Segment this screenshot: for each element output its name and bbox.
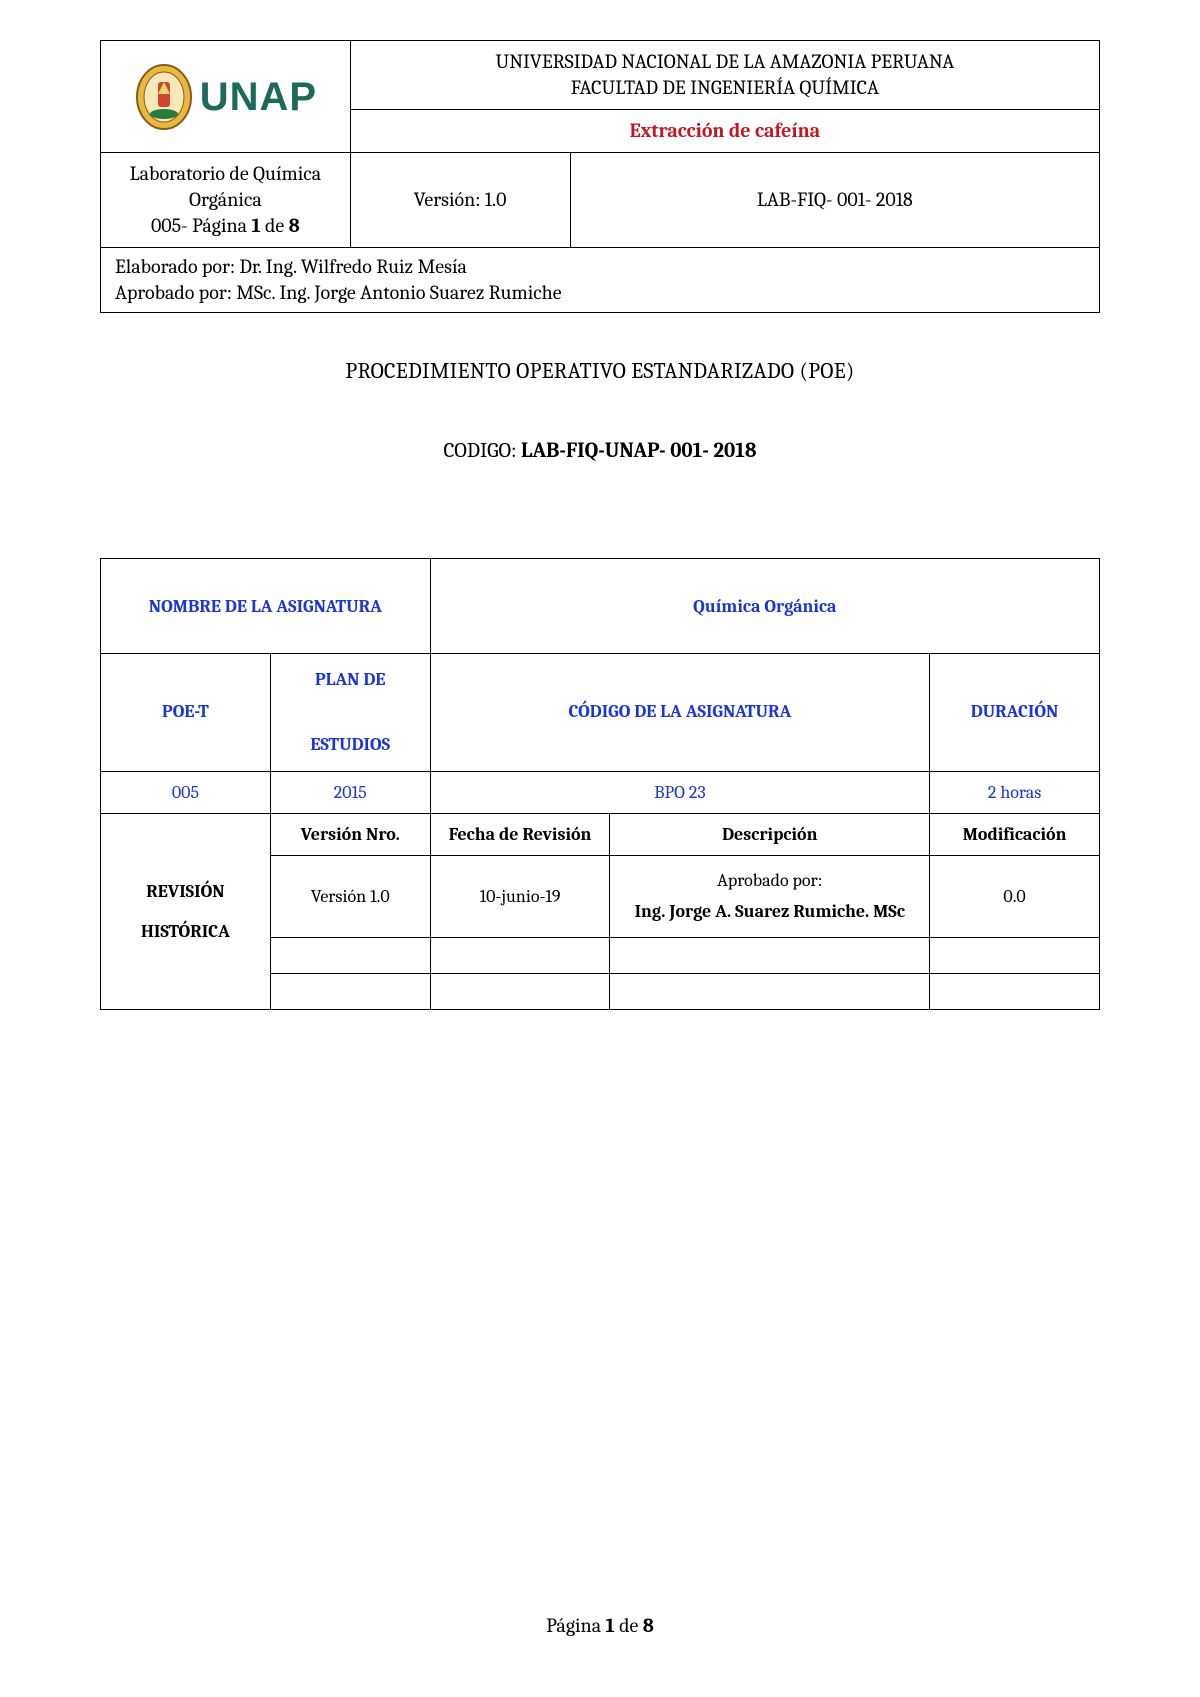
val-2015: 2015 bbox=[270, 772, 430, 814]
hdr-plan-a: PLAN DE bbox=[315, 669, 386, 690]
info-table: NOMBRE DE LA ASIGNATURA Química Orgánica… bbox=[100, 558, 1100, 1010]
rev1-desc-a: Aprobado por: bbox=[717, 870, 822, 891]
lab-line1: Laboratorio de Química Orgánica bbox=[130, 162, 321, 211]
lab-page-total: 8 bbox=[289, 214, 300, 237]
rev1-version: Versión 1.0 bbox=[270, 856, 430, 938]
rev-hdr-fecha: Fecha de Revisión bbox=[430, 814, 610, 856]
subject-value: Química Orgánica bbox=[430, 559, 1099, 654]
hdr-plan-b: ESTUDIOS bbox=[310, 734, 390, 755]
elaborado-line: Elaborado por: Dr. Ing. Wilfredo Ruiz Me… bbox=[115, 255, 467, 278]
values-row: 005 2015 BPO 23 2 horas bbox=[101, 772, 1100, 814]
authorship-cell: Elaborado por: Dr. Ing. Wilfredo Ruiz Me… bbox=[101, 248, 1100, 313]
hdr-codigo-asig: CÓDIGO DE LA ASIGNATURA bbox=[430, 654, 929, 772]
university-title: UNIVERSIDAD NACIONAL DE LA AMAZONIA PERU… bbox=[350, 41, 1099, 110]
rev2-fecha bbox=[430, 938, 610, 974]
val-005: 005 bbox=[101, 772, 271, 814]
footer-prefix: Página bbox=[546, 1614, 605, 1637]
rev2-desc bbox=[610, 938, 930, 974]
unap-seal-icon bbox=[134, 62, 194, 132]
aprobado-line: Aprobado por: MSc. Ing. Jorge Antonio Su… bbox=[115, 281, 562, 304]
rev3-mod bbox=[930, 974, 1100, 1010]
subject-label: NOMBRE DE LA ASIGNATURA bbox=[101, 559, 431, 654]
header-code-cell: LAB-FIQ- 001- 2018 bbox=[570, 153, 1099, 248]
lab-info-cell: Laboratorio de Química Orgánica 005- Pág… bbox=[101, 153, 351, 248]
rev2-mod bbox=[930, 938, 1100, 974]
hdr-plan: PLAN DE ESTUDIOS bbox=[270, 654, 430, 772]
lab-page-prefix: 005- Página bbox=[151, 214, 252, 237]
codigo-line: CODIGO: LAB-FIQ-UNAP- 001- 2018 bbox=[100, 439, 1100, 463]
rev1-fecha: 10-junio-19 bbox=[430, 856, 610, 938]
rev2-version bbox=[270, 938, 430, 974]
revision-header-row: REVISIÓN HISTÓRICA Versión Nro. Fecha de… bbox=[101, 814, 1100, 856]
main-title: PROCEDIMIENTO OPERATIVO ESTANDARIZADO (P… bbox=[100, 358, 1100, 384]
revision-label-b: HISTÓRICA bbox=[141, 921, 230, 942]
val-horas: 2 horas bbox=[930, 772, 1100, 814]
lab-page-mid: de bbox=[261, 214, 289, 237]
logo-text: UNAP bbox=[200, 71, 317, 123]
document-subtitle: Extracción de cafeína bbox=[630, 119, 821, 142]
footer-page: 1 bbox=[606, 1614, 615, 1637]
document-page: UNAP UNIVERSIDAD NACIONAL DE LA AMAZONIA… bbox=[0, 0, 1200, 1697]
page-footer: Página 1 de 8 bbox=[0, 1614, 1200, 1637]
university-line1: UNIVERSIDAD NACIONAL DE LA AMAZONIA PERU… bbox=[495, 50, 954, 73]
headers-row: POE-T PLAN DE ESTUDIOS CÓDIGO DE LA ASIG… bbox=[101, 654, 1100, 772]
lab-page-num: 1 bbox=[251, 214, 260, 237]
rev-hdr-version: Versión Nro. bbox=[270, 814, 430, 856]
codigo-prefix: CODIGO: bbox=[443, 439, 521, 463]
revision-label: REVISIÓN HISTÓRICA bbox=[101, 814, 271, 1010]
revision-label-a: REVISIÓN bbox=[146, 881, 224, 902]
university-line2: FACULTAD DE INGENIERÍA QUÍMICA bbox=[571, 76, 879, 99]
rev1-desc: Aprobado por: Ing. Jorge A. Suarez Rumic… bbox=[610, 856, 930, 938]
footer-total: 8 bbox=[643, 1614, 654, 1637]
rev1-mod: 0.0 bbox=[930, 856, 1100, 938]
val-bpo: BPO 23 bbox=[430, 772, 929, 814]
logo-cell: UNAP bbox=[101, 41, 351, 153]
hdr-duracion: DURACIÓN bbox=[930, 654, 1100, 772]
subject-row: NOMBRE DE LA ASIGNATURA Química Orgánica bbox=[101, 559, 1100, 654]
rev-hdr-desc: Descripción bbox=[610, 814, 930, 856]
rev3-desc bbox=[610, 974, 930, 1010]
rev1-desc-b: Ing. Jorge A. Suarez Rumiche. MSc bbox=[635, 901, 905, 922]
footer-mid: de bbox=[615, 1614, 643, 1637]
logo-wrap: UNAP bbox=[107, 62, 344, 132]
codigo-value: LAB-FIQ-UNAP- 001- 2018 bbox=[521, 439, 756, 463]
version-cell: Versión: 1.0 bbox=[350, 153, 570, 248]
rev3-fecha bbox=[430, 974, 610, 1010]
header-table: UNAP UNIVERSIDAD NACIONAL DE LA AMAZONIA… bbox=[100, 40, 1100, 313]
subtitle-cell: Extracción de cafeína bbox=[350, 110, 1099, 153]
rev3-version bbox=[270, 974, 430, 1010]
rev-hdr-mod: Modificación bbox=[930, 814, 1100, 856]
hdr-poet: POE-T bbox=[101, 654, 271, 772]
